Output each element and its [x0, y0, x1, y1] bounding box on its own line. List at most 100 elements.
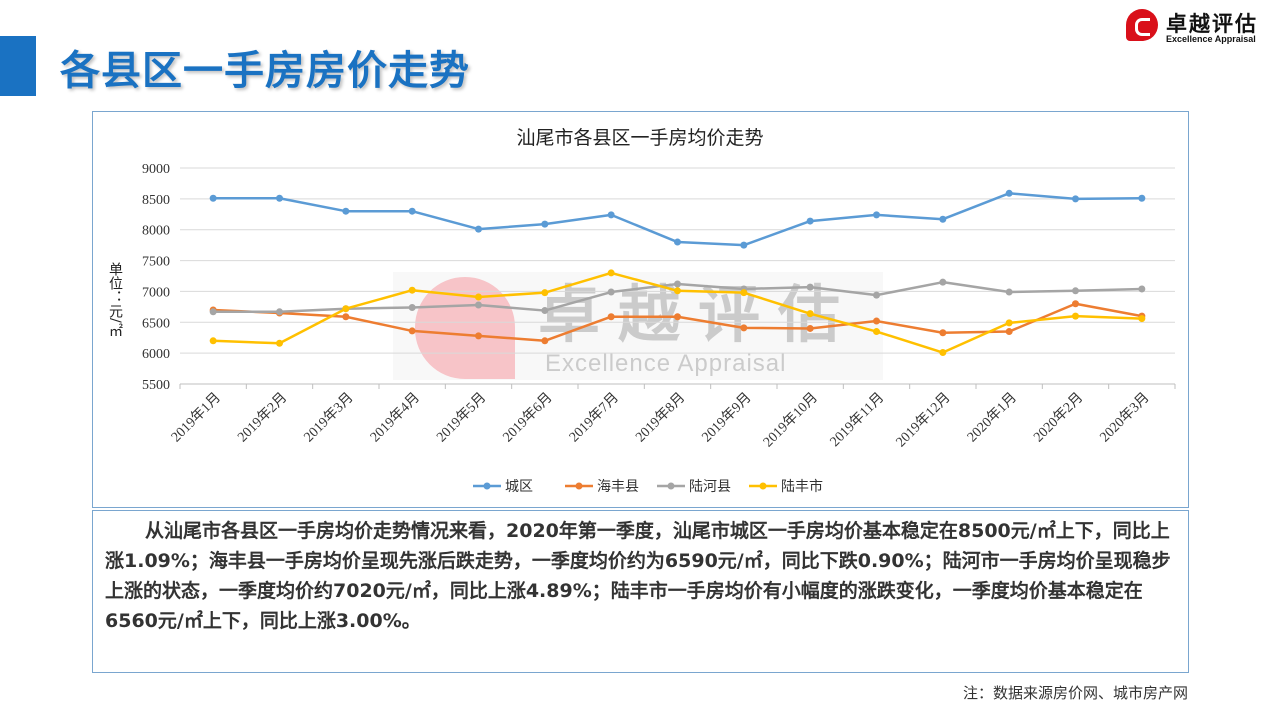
data-point	[1138, 285, 1146, 293]
data-point	[1138, 194, 1146, 202]
legend-label: 城区	[505, 479, 533, 495]
data-point	[607, 288, 615, 296]
data-point	[873, 291, 880, 299]
data-point	[607, 211, 615, 219]
x-tick-label: 2019年8月	[632, 390, 688, 446]
x-tick-label: 2019年3月	[301, 390, 357, 446]
data-point	[939, 278, 947, 286]
data-point	[541, 220, 549, 228]
y-tick-label: 6500	[142, 316, 170, 331]
x-tick-label: 2019年11月	[827, 390, 887, 450]
data-point	[939, 215, 947, 223]
data-point	[475, 225, 482, 233]
data-point	[740, 241, 748, 249]
data-point	[1072, 300, 1079, 308]
data-point	[1005, 288, 1013, 296]
legend-marker	[483, 482, 491, 490]
x-tick-label: 2019年5月	[433, 390, 489, 446]
x-tick-label: 2019年1月	[168, 390, 224, 446]
data-point	[209, 337, 217, 345]
legend-label: 陆河县	[689, 479, 731, 495]
data-point	[541, 337, 549, 345]
data-point	[1138, 315, 1146, 323]
x-tick-label: 2019年10月	[760, 390, 821, 451]
summary-text: 从汕尾市各县区一手房均价走势情况来看，2020年第一季度，汕尾市城区一手房均价基…	[105, 520, 1171, 632]
data-point	[342, 207, 350, 215]
logo-cn-text: 卓越评估	[1166, 12, 1258, 36]
legend-label: 陆丰市	[781, 478, 823, 495]
data-point	[408, 303, 416, 311]
x-tick-label: 2019年9月	[699, 390, 755, 446]
y-axis-label: 单位：元/㎡	[107, 262, 123, 337]
data-point	[408, 286, 416, 294]
data-point	[607, 269, 615, 277]
title-accent-bar	[0, 36, 36, 96]
data-point	[873, 211, 880, 219]
x-tick-label: 2019年7月	[566, 390, 622, 446]
line-chart: 卓越评估 Excellence Appraisal 汕尾市各县区一手房均价走势 …	[107, 127, 1176, 495]
data-point	[806, 324, 814, 332]
data-point	[806, 217, 814, 225]
data-point	[740, 289, 748, 297]
logo-en-text: Excellence Appraisal	[1166, 34, 1256, 44]
data-point	[209, 194, 217, 202]
data-point	[674, 280, 681, 288]
y-tick-label: 9000	[142, 162, 170, 177]
data-point	[209, 308, 217, 316]
x-tick-label: 2019年12月	[893, 390, 954, 451]
data-point	[1005, 328, 1013, 336]
y-tick-label: 5500	[142, 378, 170, 393]
y-tick-label: 7000	[142, 285, 170, 300]
data-point	[806, 310, 814, 318]
data-point	[1072, 195, 1079, 203]
legend-marker	[575, 482, 583, 490]
data-point	[475, 293, 482, 301]
data-point	[276, 308, 283, 316]
data-point	[276, 194, 283, 202]
chart-panel: 卓越评估 Excellence Appraisal 汕尾市各县区一手房均价走势 …	[92, 111, 1189, 508]
x-tick-label: 2019年4月	[367, 390, 423, 446]
data-point	[541, 307, 549, 315]
x-tick-label: 2019年2月	[234, 390, 290, 446]
data-point	[607, 313, 615, 321]
source-footnote: 注：数据来源房价网、城市房产网	[962, 684, 1188, 702]
y-tick-label: 6000	[142, 347, 170, 362]
data-point	[1072, 312, 1079, 320]
page-title: 各县区一手房房价走势	[60, 48, 470, 94]
summary-panel: 从汕尾市各县区一手房均价走势情况来看，2020年第一季度，汕尾市城区一手房均价基…	[92, 510, 1189, 673]
y-tick-label: 8000	[142, 224, 170, 239]
data-point	[939, 349, 947, 357]
data-point	[806, 283, 814, 291]
data-point	[408, 327, 416, 335]
data-point	[1005, 189, 1013, 197]
data-point	[674, 287, 681, 295]
x-tick-label: 2020年1月	[964, 390, 1020, 446]
data-point	[873, 317, 880, 325]
series-line	[213, 192, 1142, 247]
company-logo: 卓越评估 Excellence Appraisal	[1126, 6, 1276, 46]
data-point	[475, 301, 482, 309]
data-point	[674, 238, 681, 246]
data-point	[939, 329, 947, 337]
x-tick-label: 2020年3月	[1097, 390, 1153, 446]
data-point	[342, 313, 350, 321]
data-point	[1005, 319, 1013, 327]
data-point	[276, 339, 283, 347]
logo-icon	[1126, 9, 1158, 41]
y-tick-label: 7500	[142, 255, 170, 270]
legend-marker	[759, 482, 767, 490]
x-tick-label: 2019年6月	[500, 390, 556, 446]
data-point	[873, 328, 880, 336]
y-tick-label: 8500	[142, 193, 170, 208]
legend-label: 海丰县	[597, 479, 639, 495]
watermark-en: Excellence Appraisal	[545, 350, 786, 377]
data-point	[408, 207, 416, 215]
legend-marker	[667, 482, 675, 490]
x-tick-label: 2020年2月	[1030, 390, 1086, 446]
data-point	[740, 324, 748, 332]
chart-title: 汕尾市各县区一手房均价走势	[516, 127, 763, 149]
data-point	[475, 332, 482, 340]
data-point	[342, 305, 350, 313]
data-point	[674, 313, 681, 321]
data-point	[541, 289, 549, 297]
